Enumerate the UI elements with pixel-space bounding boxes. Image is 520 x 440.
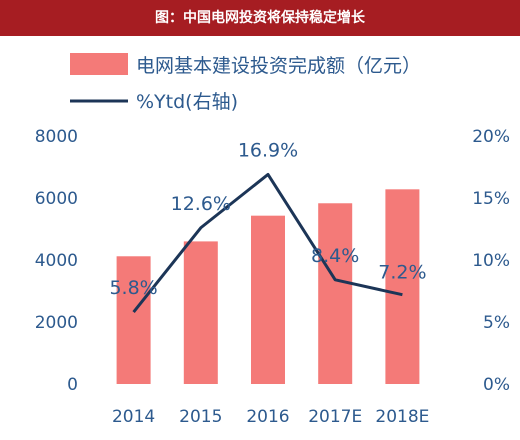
right-tick-label: 15% (472, 189, 510, 209)
bar-series (116, 189, 420, 384)
data-label: 16.9% (238, 139, 298, 161)
x-tick-label: 2016 (246, 407, 289, 427)
right-tick-label: 20% (472, 127, 510, 147)
right-tick-label: 0% (483, 375, 510, 395)
data-label: 12.6% (171, 193, 231, 215)
bar (116, 256, 151, 384)
x-tick-label: 2018E (375, 407, 429, 427)
x-tick-label: 2017E (308, 407, 362, 427)
x-tick-label: 2014 (112, 407, 155, 427)
bar (318, 203, 353, 384)
line-path (132, 172, 403, 314)
bar (251, 215, 285, 384)
right-tick-label: 5% (483, 313, 510, 333)
legend-bar-swatch (70, 53, 128, 75)
legend: 电网基本建设投资完成额（亿元） %Ytd(右轴) (70, 53, 421, 113)
bar (183, 241, 218, 384)
data-label: 8.4% (311, 245, 359, 267)
left-axis: 0 2000 4000 6000 8000 (35, 127, 78, 395)
data-label: 5.8% (109, 277, 157, 299)
right-axis: 0% 5% 10% 15% 20% (472, 127, 510, 395)
line-series: 5.8% 12.6% 16.9% 8.4% 7.2% (109, 139, 427, 314)
left-tick-label: 8000 (35, 127, 78, 147)
right-tick-label: 10% (472, 251, 510, 271)
x-tick-label: 2015 (179, 407, 222, 427)
bar (385, 189, 420, 384)
left-tick-label: 6000 (35, 189, 78, 209)
chart-title-banner: 图：中国电网投资将保持稳定增长 (0, 0, 520, 36)
left-tick-label: 2000 (35, 313, 78, 333)
left-tick-label: 4000 (35, 251, 78, 271)
x-axis: 2014 2015 2016 2017E 2018E (112, 407, 429, 427)
left-tick-label: 0 (67, 375, 78, 395)
legend-line-label: %Ytd(右轴) (136, 91, 238, 113)
chart: 电网基本建设投资完成额（亿元） %Ytd(右轴) 0 2000 4000 6000 80… (35, 53, 510, 427)
legend-bar-label: 电网基本建设投资完成额（亿元） (136, 55, 421, 77)
data-label: 7.2% (378, 262, 426, 284)
